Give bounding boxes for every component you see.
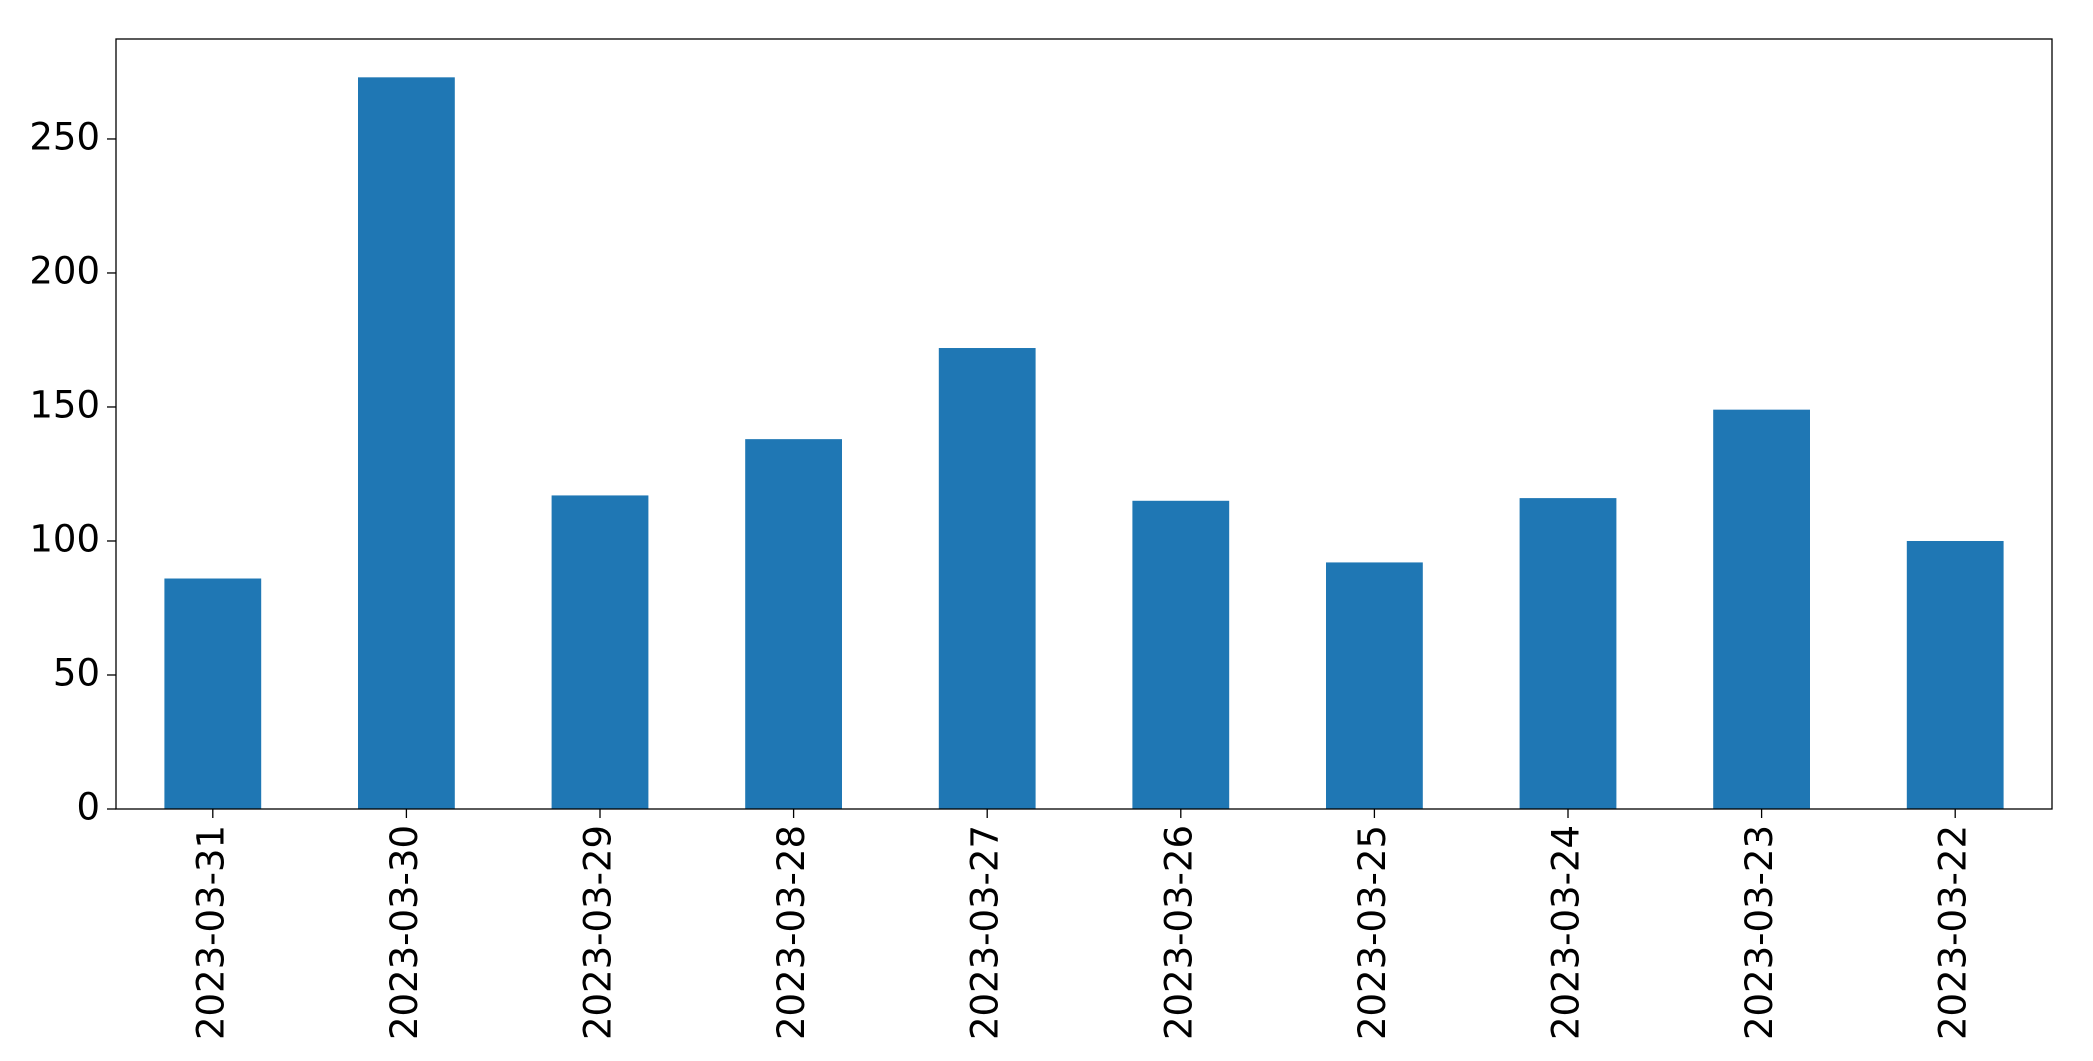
x-tick-label: 2023-03-25 — [1351, 825, 1394, 1040]
x-tick-label: 2023-03-28 — [770, 825, 813, 1040]
x-tick-label: 2023-03-31 — [189, 825, 232, 1040]
bar — [1906, 540, 2004, 809]
x-tick-label: 2023-03-27 — [964, 825, 1007, 1040]
bar — [1713, 409, 1810, 809]
y-tick-label: 200 — [29, 249, 100, 292]
bar — [551, 495, 649, 809]
x-tick-label: 2023-03-23 — [1738, 825, 1781, 1040]
y-tick-label: 100 — [29, 517, 100, 560]
x-tick-label: 2023-03-22 — [1932, 825, 1975, 1040]
y-tick-label: 0 — [76, 786, 100, 829]
bar — [1519, 498, 1617, 809]
y-tick-label: 150 — [29, 383, 100, 426]
x-tick-label: 2023-03-24 — [1545, 825, 1588, 1040]
axes-frame — [115, 38, 2053, 810]
x-tick-label: 2023-03-30 — [383, 825, 426, 1040]
bar — [745, 439, 842, 809]
bar — [1326, 562, 1423, 809]
bar — [938, 348, 1036, 809]
bar — [1132, 500, 1230, 809]
y-tick-label: 50 — [53, 651, 100, 694]
bar — [358, 77, 455, 809]
bar — [164, 578, 262, 809]
y-tick-label: 250 — [29, 115, 100, 158]
x-tick-label: 2023-03-26 — [1157, 825, 1200, 1040]
x-tick-label: 2023-03-29 — [577, 825, 620, 1040]
